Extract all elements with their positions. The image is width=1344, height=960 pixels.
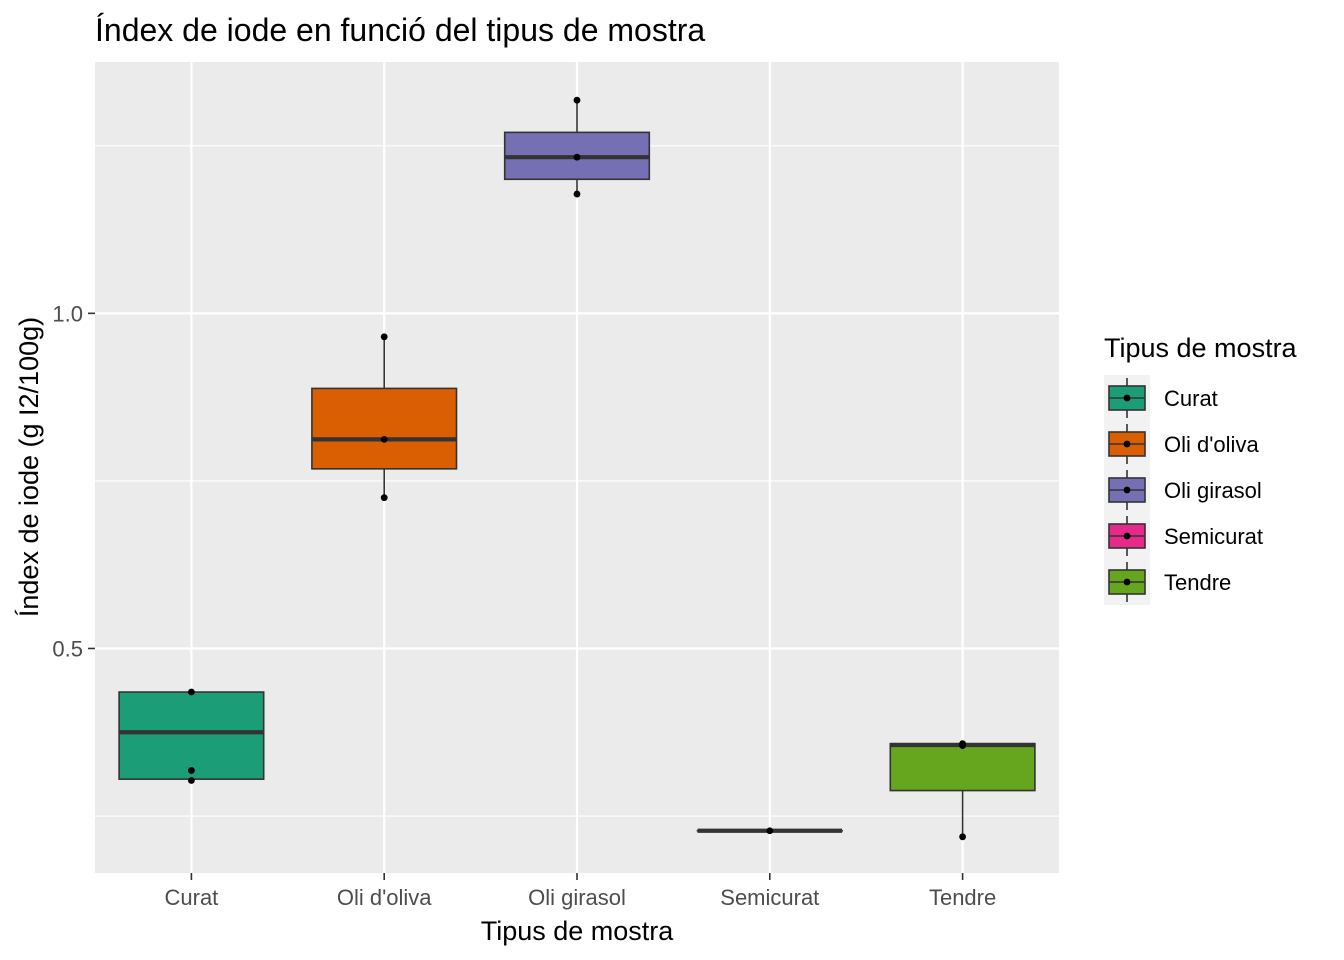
x-tick-label: Oli girasol <box>528 885 626 910</box>
box-2 <box>311 333 458 502</box>
chart-title: Índex de iode en funció del tipus de mos… <box>95 12 705 48</box>
x-tick-label: Oli d'oliva <box>337 885 432 910</box>
y-tick-label: 1.0 <box>52 301 83 326</box>
data-point <box>573 190 581 198</box>
x-tick-label: Tendre <box>929 885 996 910</box>
box-5 <box>889 740 1036 841</box>
box-rect <box>889 742 1036 792</box>
legend-label: Oli girasol <box>1164 478 1262 503</box>
legend-item-4: Semicurat <box>1104 513 1263 559</box>
y-axis-title: Índex de iode (g I2/100g) <box>14 317 44 617</box>
data-point <box>959 742 966 750</box>
x-tick-label: Semicurat <box>720 885 819 910</box>
data-point <box>380 333 388 341</box>
legend-key-point <box>1123 394 1131 402</box>
data-point <box>188 777 195 784</box>
legend-item-5: Tendre <box>1104 559 1231 605</box>
legend-key-point <box>1123 440 1131 448</box>
x-axis-title: Tipus de mostra <box>481 916 675 946</box>
box-1 <box>118 688 265 784</box>
box-4 <box>696 827 843 835</box>
box-rect <box>118 691 265 780</box>
legend-label: Curat <box>1164 386 1218 411</box>
data-point <box>188 688 195 696</box>
x-tick-label: Curat <box>165 885 219 910</box>
legend-label: Semicurat <box>1164 524 1263 549</box>
y-tick-label: 0.5 <box>52 636 83 661</box>
legend-key-point <box>1123 532 1131 540</box>
data-point <box>380 435 388 443</box>
box-3 <box>503 96 651 198</box>
legend-key-point <box>1123 486 1131 494</box>
data-point <box>573 96 581 104</box>
legend-label: Tendre <box>1164 570 1231 595</box>
legend-title: Tipus de mostra <box>1104 333 1298 363</box>
boxes <box>118 96 1036 841</box>
legend-key-point <box>1123 578 1131 586</box>
data-point <box>766 827 774 835</box>
axes: 0.5 1.0 Curat Oli d'oliva Oli girasol Semicur… <box>52 301 996 910</box>
data-point <box>959 833 966 841</box>
legend-item-1: Curat <box>1104 375 1218 421</box>
data-point <box>573 153 581 161</box>
legend-item-2: Oli d'oliva <box>1104 421 1259 467</box>
data-point <box>380 494 388 502</box>
box-rect <box>311 387 458 470</box>
data-point <box>188 767 195 774</box>
legend: Curat Oli d'oliva Oli girasol Semicurat Tend… <box>1104 375 1263 605</box>
legend-label: Oli d'oliva <box>1164 432 1259 457</box>
legend-item-3: Oli girasol <box>1104 467 1262 513</box>
